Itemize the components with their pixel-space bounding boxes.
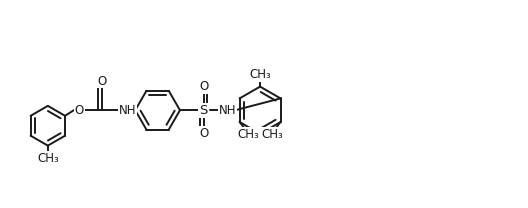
Text: NH: NH — [219, 104, 236, 117]
Text: O: O — [199, 127, 208, 140]
Text: CH₃: CH₃ — [37, 152, 59, 165]
Text: O: O — [199, 80, 208, 93]
Text: S: S — [200, 104, 208, 117]
Text: CH₃: CH₃ — [261, 128, 282, 141]
Text: NH: NH — [119, 104, 137, 117]
Text: O: O — [74, 104, 84, 117]
Text: CH₃: CH₃ — [249, 68, 271, 81]
Text: O: O — [97, 74, 106, 88]
Text: CH₃: CH₃ — [238, 128, 259, 141]
